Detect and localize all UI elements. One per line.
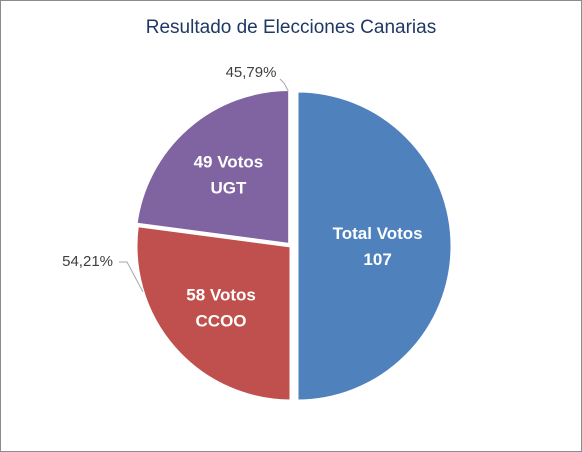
pie-slice-ccoo xyxy=(134,223,293,403)
slice-label-ccoo: 58 Votos CCOO xyxy=(186,285,256,330)
leader-line-ccoo xyxy=(119,261,144,293)
chart-title: Resultado de Elecciones Canarias xyxy=(145,17,437,38)
leader-line-ugt xyxy=(279,78,289,92)
slice-label-ugt: 49 Votos UGT xyxy=(194,153,264,198)
slice-label-total-votos: Total Votos 107 xyxy=(333,224,423,269)
percent-label-ugt: 45,79% xyxy=(226,64,277,81)
pie-slice-total-votos xyxy=(295,89,454,403)
pie-slice-ugt xyxy=(134,87,292,247)
percent-label-ccoo: 54,21% xyxy=(62,253,113,270)
